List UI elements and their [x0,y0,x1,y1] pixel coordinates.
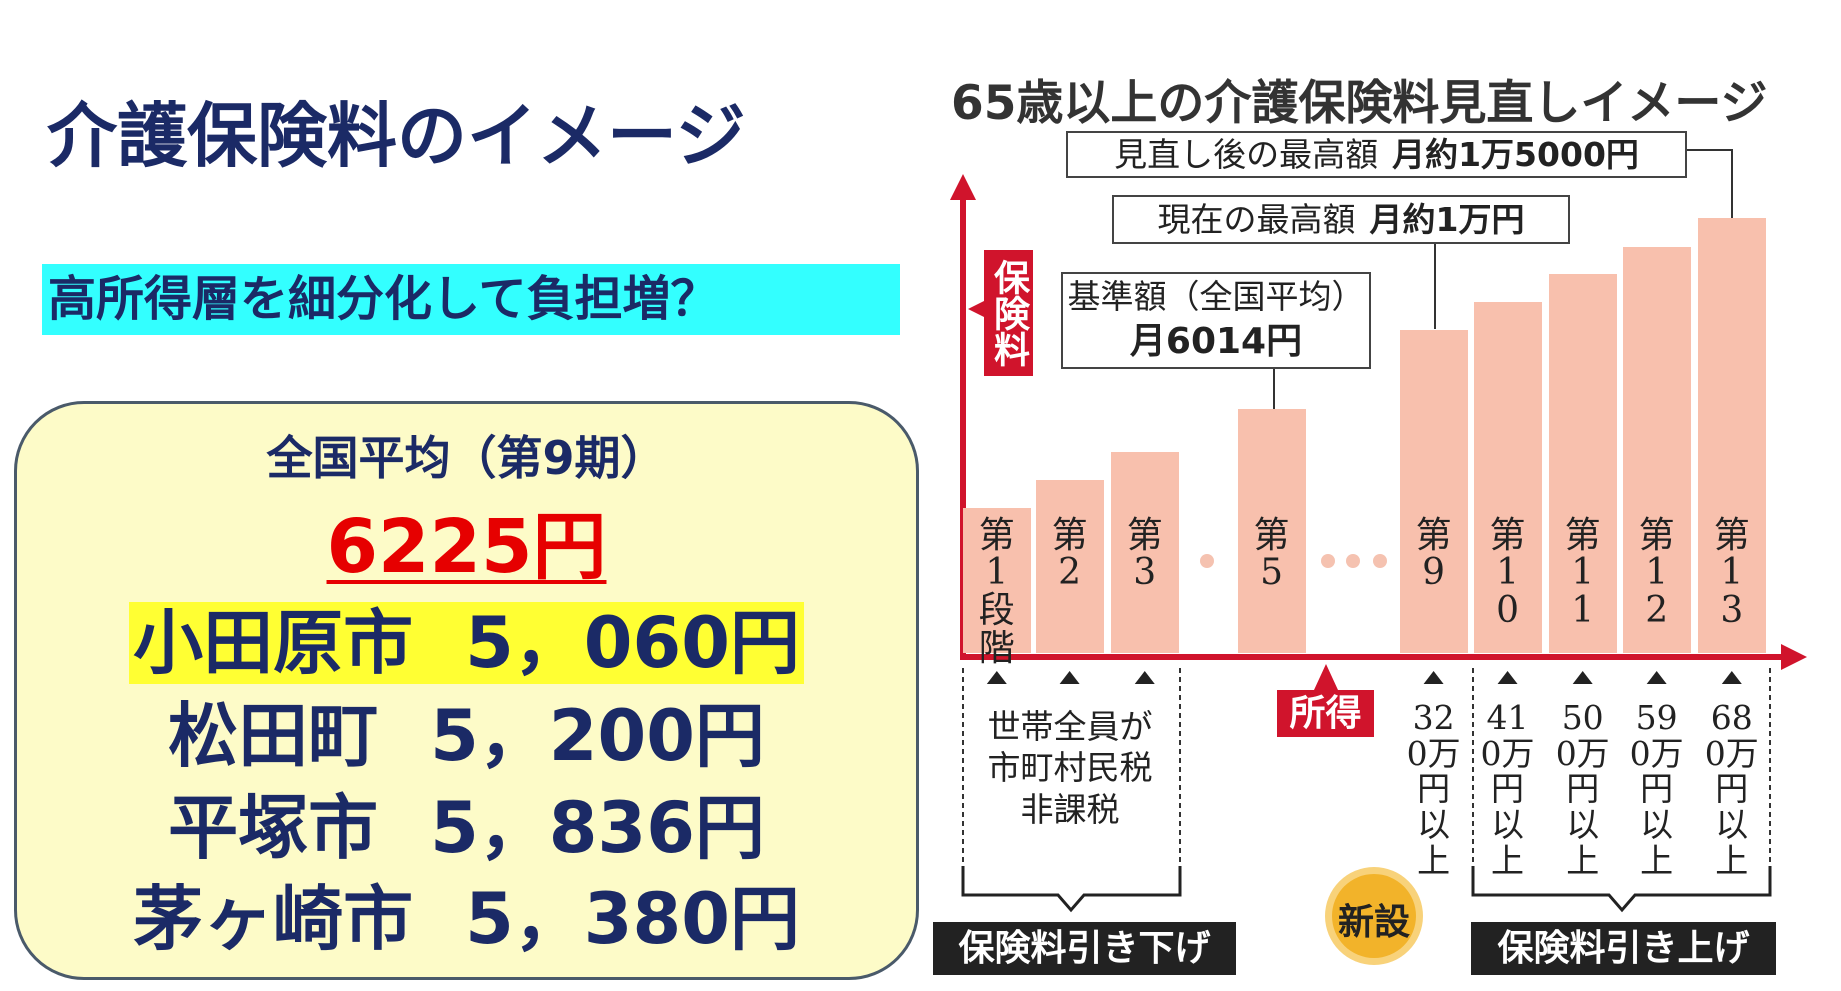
slide-title: 介護保険料のイメージ [47,95,746,177]
x-arrow [1781,644,1807,670]
subtitle: 高所得層を細分化して負担増？ [42,264,900,335]
brackets [961,866,1772,913]
pointer [1059,671,1080,684]
bar [1399,329,1468,653]
callout: 基準額（全国平均） 月6014円 [1061,272,1371,369]
bar [1035,480,1104,653]
city: 平塚市 [168,787,379,869]
city: 小田原市 [133,602,414,684]
callout-label: 見直し後の最高額 [1114,135,1379,174]
bracket [961,866,1182,913]
summary-row: 平塚市 5，836円 [14,787,919,869]
label-pointer [968,300,986,318]
dot [1346,554,1360,568]
pointer [1646,671,1667,684]
y-axis-label: 保険料 [984,250,1033,376]
stage-label: 第12 [1638,514,1675,632]
stage-label: 第2 [1051,514,1088,594]
city: 松田町 [168,695,379,777]
row-text: 茅ヶ崎市 5，380円 [129,878,804,960]
summary-row: 茅ヶ崎市 5，380円 [14,878,919,960]
income-label: 410万円以上 [1480,698,1535,880]
income-label: 680万円以上 [1704,698,1759,880]
stage-label: 第5 [1253,514,1290,594]
amount: 5，200円 [430,695,765,777]
pointer [1134,671,1155,684]
callout: 現在の最高額 月約1万円 [1112,195,1570,244]
pointer [1572,671,1593,684]
dashed-guides [962,668,1771,868]
figure-title: 65歳以上の介護保険料見直しイメージ [951,76,1768,131]
amount: 5，380円 [465,878,800,960]
city: 茅ヶ崎市 [133,878,414,960]
callout: 見直し後の最高額 月約1万5000円 [1066,131,1687,178]
amount: 5，060円 [465,602,800,684]
new-badge: 新設 [1337,902,1410,943]
callout-label: 基準額（全国平均） [1067,277,1365,316]
income-label: 世帯全員が市町村民税非課税 [987,707,1153,829]
dot [1200,554,1214,568]
bar [1622,246,1691,653]
summary-row: 小田原市 5，060円 [14,602,919,684]
callout-amount: 月6014円 [1129,321,1303,362]
stage-label: 第10 [1489,514,1526,632]
average-amount: 6225円 [326,504,607,590]
stage-label: 第11 [1564,514,1601,632]
stage-label: 第1段階 [978,514,1015,669]
bar [1110,452,1179,653]
stage-label: 第9 [1415,514,1452,594]
label-pointer [1314,664,1338,690]
dot [1373,554,1387,568]
summary-box [14,401,919,980]
income-label: 590万円以上 [1629,698,1684,880]
income-label: 320万円以上 [1406,698,1461,880]
raise-label: 保険料引き上げ [1471,922,1776,975]
bar [1697,218,1766,653]
bar [1548,273,1617,653]
row-text: 小田原市 5，060円 [129,602,804,684]
ellipsis [1200,554,1387,568]
row-text: 平塚市 5，836円 [164,787,769,869]
pointer [986,671,1007,684]
connectors [1273,149,1733,409]
bar [962,508,1031,653]
income-label: 500万円以上 [1555,698,1610,880]
x-axis-label: 所得 [1277,690,1374,737]
amount: 5，836円 [430,787,765,869]
stage-label: 第13 [1713,514,1750,632]
bracket [1471,866,1772,913]
lower-label: 保険料引き下げ [933,922,1236,975]
callout-label: 現在の最高額 [1157,200,1356,239]
summary-row: 松田町 5，200円 [14,695,919,777]
badge [1332,874,1416,958]
stage-label: 第3 [1126,514,1163,594]
row-text: 松田町 5，200円 [164,695,769,777]
dot [1321,554,1335,568]
callout-amount: 月約1万円 [1369,200,1525,239]
pointer [1497,671,1518,684]
pointer [1423,671,1444,684]
y-arrow [950,174,976,200]
summary-heading: 全国平均（第9期） [266,431,667,485]
bar [1237,408,1306,653]
pointer [1721,671,1742,684]
bar [1473,301,1542,653]
callout-amount: 月約1万5000円 [1392,135,1639,174]
connector [1687,149,1733,218]
